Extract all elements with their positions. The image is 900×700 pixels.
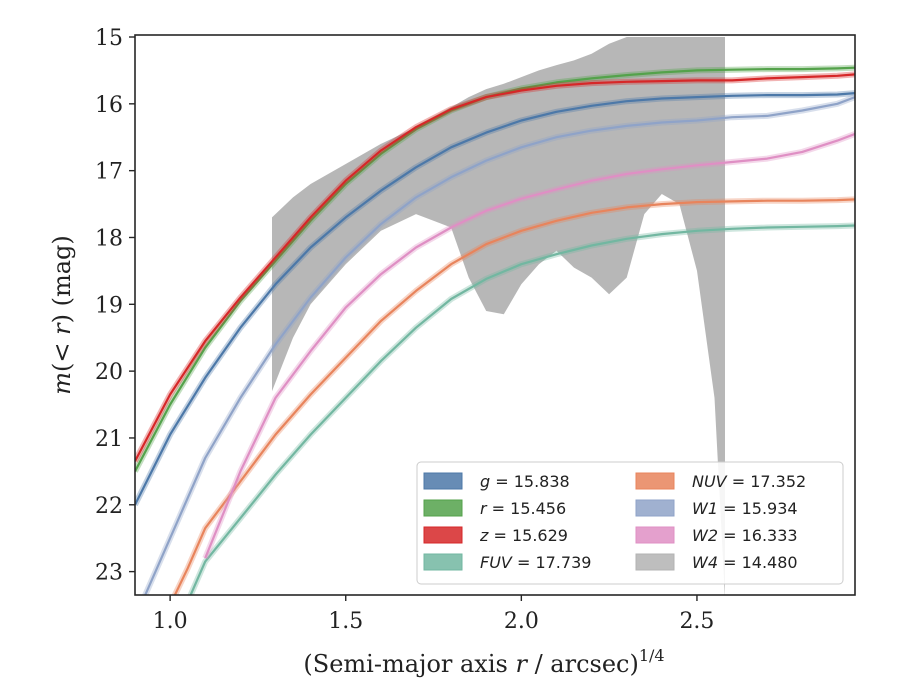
x-axis-ticks: 1.0 1.5 2.0 2.5 <box>153 595 714 634</box>
y-tick-label: 22 <box>95 494 123 519</box>
legend-swatch-g <box>423 472 463 490</box>
series-w2-line <box>204 132 855 559</box>
legend-swatch-r <box>423 499 463 517</box>
legend-label-r: r = 15.456 <box>480 499 566 518</box>
legend-box <box>416 461 844 585</box>
series-layer <box>135 37 855 595</box>
y-tick-label: 23 <box>95 561 123 586</box>
y-tick-label: 15 <box>95 26 123 51</box>
y-tick-label: 20 <box>95 360 123 385</box>
y-tick-label: 19 <box>95 293 123 318</box>
legend-label-z: z = 15.629 <box>479 526 568 545</box>
legend-swatch-w1 <box>635 499 675 517</box>
y-tick-label: 21 <box>95 427 123 452</box>
series-z-line <box>135 73 855 462</box>
series-w1-line <box>144 96 855 595</box>
legend: g = 15.838 NUV = 17.352 r = 15.456 W1 = 15.… <box>416 461 844 585</box>
legend-label-nuv: NUV = 17.352 <box>692 472 806 491</box>
legend-swatch-z <box>423 526 463 544</box>
legend-label-w4: W4 = 14.480 <box>692 553 798 572</box>
series-g-line <box>135 92 855 506</box>
legend-label-w2: W2 = 16.333 <box>692 526 798 545</box>
x-tick-label: 2.5 <box>679 609 714 634</box>
legend-label-g: g = 15.838 <box>480 472 570 491</box>
x-axis-label: (Semi-major axis r / arcsec)1/4 <box>303 646 664 678</box>
y-tick-label: 16 <box>95 93 123 118</box>
legend-label-w1: W1 = 15.934 <box>692 499 798 518</box>
y-tick-label: 18 <box>95 226 123 251</box>
series-nuv-line <box>173 198 855 595</box>
legend-swatch-w2 <box>635 526 675 544</box>
series-fuv-line <box>189 224 855 595</box>
x-tick-label: 2.0 <box>504 609 539 634</box>
legend-label-fuv: FUV = 17.739 <box>480 553 591 572</box>
legend-swatch-w4 <box>635 553 675 571</box>
plot-frame <box>134 34 856 596</box>
y-tick-label: 17 <box>95 160 123 185</box>
legend-swatch-fuv <box>423 553 463 571</box>
x-tick-label: 1.5 <box>328 609 363 634</box>
legend-swatch-nuv <box>635 472 675 490</box>
y-axis-ticks: 15 16 17 18 19 20 21 22 23 <box>95 26 135 586</box>
y-axis-label: m(< r) (mag) <box>48 235 76 395</box>
legend-entries: g = 15.838 NUV = 17.352 r = 15.456 W1 = 15.… <box>423 472 806 572</box>
x-tick-label: 1.0 <box>153 609 188 634</box>
